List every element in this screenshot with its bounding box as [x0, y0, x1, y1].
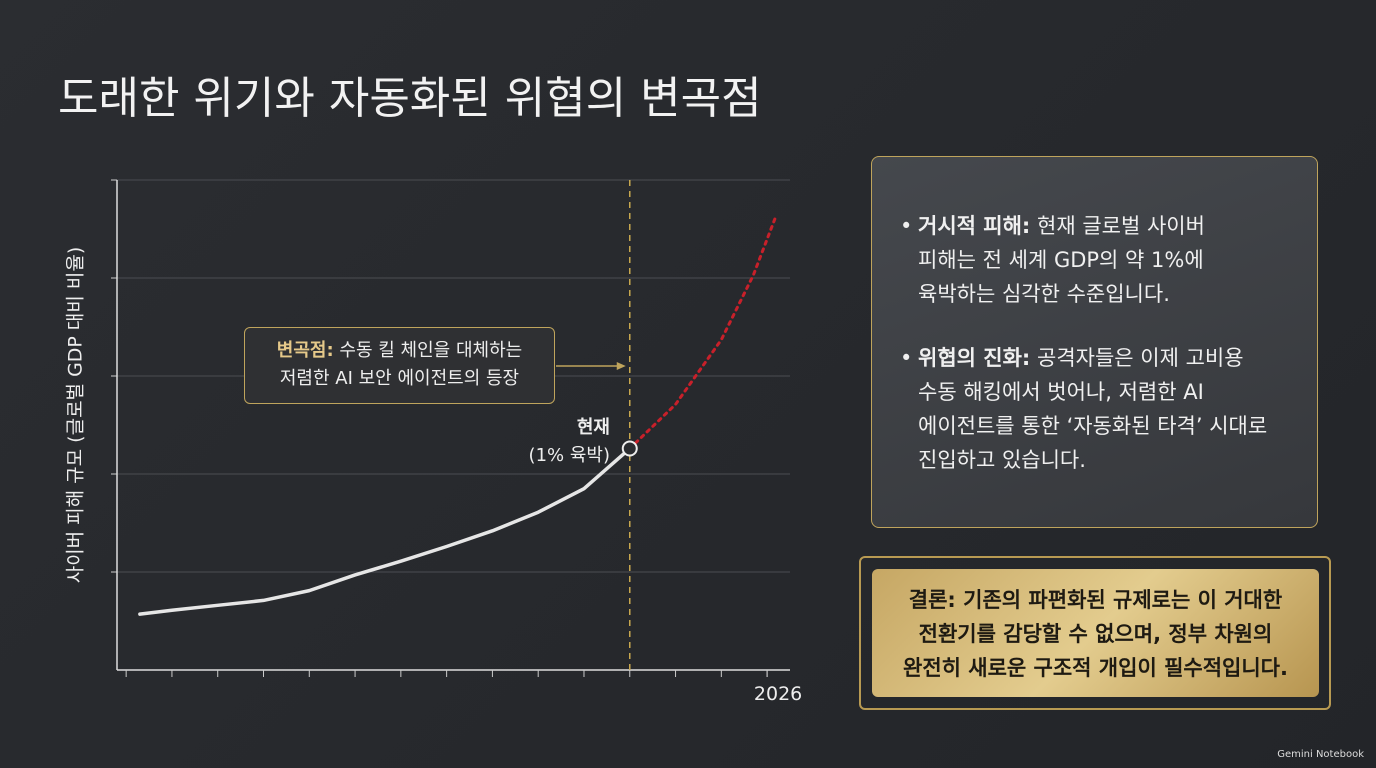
- arrow-head: [616, 362, 626, 370]
- bullet-line: 거시적 피해: 현재 글로벌 사이버: [918, 209, 1297, 243]
- conclusion-label: 결론:: [908, 588, 956, 612]
- annotation-line: 변곡점: 수동 킬 체인을 대체하는: [245, 337, 554, 365]
- annotation-text: 수동 킬 체인을 대체하는: [339, 340, 523, 361]
- bullet-text: 육박하는 심각한 수준입니다.: [918, 282, 1170, 306]
- bullet-line: 위협의 진화: 공격자들은 이제 고비용: [918, 341, 1297, 375]
- conclusion-line: 전환기를 감당할 수 없으며, 정부 차원의: [872, 617, 1319, 651]
- conclusion-text: 전환기를 감당할 수 없으며, 정부 차원의: [918, 622, 1273, 646]
- annotation-label: 변곡점:: [276, 340, 334, 361]
- x-tick-label: 2026: [754, 683, 802, 705]
- bullet-text: 에이전트를 통한 ‘자동화된 타격’ 시대로: [918, 414, 1268, 438]
- current-point: [621, 440, 638, 457]
- bullet-line: 진입하고 있습니다.: [918, 443, 1297, 477]
- conclusion-text: 기존의 파편화된 규제로는 이 거대한: [963, 588, 1283, 612]
- conclusion-frame: [859, 556, 1331, 710]
- bullet-line: 육박하는 심각한 수준입니다.: [918, 277, 1297, 311]
- bullet-line: 피해는 전 세계 GDP의 약 1%에: [918, 243, 1297, 277]
- bullet-label: 위협의 진화:: [918, 346, 1031, 370]
- bullet-text: 수동 해킹에서 벗어나, 저렴한 AI: [918, 380, 1204, 404]
- bullet-line: 에이전트를 통한 ‘자동화된 타격’ 시대로: [918, 409, 1297, 443]
- current-text: 현재: [576, 417, 610, 438]
- footer: Gemini Notebook: [1277, 749, 1364, 760]
- current-label: 현재 (1% 육박): [500, 414, 610, 470]
- bullet-label: 거시적 피해:: [918, 214, 1031, 238]
- series-line: [628, 213, 778, 451]
- conclusion-line: 결론: 기존의 파편화된 규제로는 이 거대한: [872, 583, 1319, 617]
- bullet-text: 피해는 전 세계 GDP의 약 1%에: [918, 248, 1204, 272]
- conclusion-text: 완전히 새로운 구조적 개입이 필수적입니다.: [903, 656, 1288, 680]
- bullet-text: 현재 글로벌 사이버: [1037, 214, 1205, 238]
- y-axis-label: 사이버 피해 규모 (글로벌 GDP 대비 비율): [65, 247, 87, 584]
- annotation-text: 저렴한 AI 보안 에이전트의 등장: [279, 368, 520, 389]
- annotation-line: 저렴한 AI 보안 에이전트의 등장: [245, 365, 554, 393]
- bullet-text: 진입하고 있습니다.: [918, 448, 1086, 472]
- current-text: (1% 육박): [528, 445, 610, 466]
- bullet-line: 수동 해킹에서 벗어나, 저렴한 AI: [918, 375, 1297, 409]
- slide-title: 도래한 위기와 자동화된 위협의 변곡점: [58, 73, 762, 124]
- series-line: [138, 446, 632, 616]
- bullet-text: 공격자들은 이제 고비용: [1037, 346, 1244, 370]
- conclusion-line: 완전히 새로운 구조적 개입이 필수적입니다.: [872, 651, 1319, 685]
